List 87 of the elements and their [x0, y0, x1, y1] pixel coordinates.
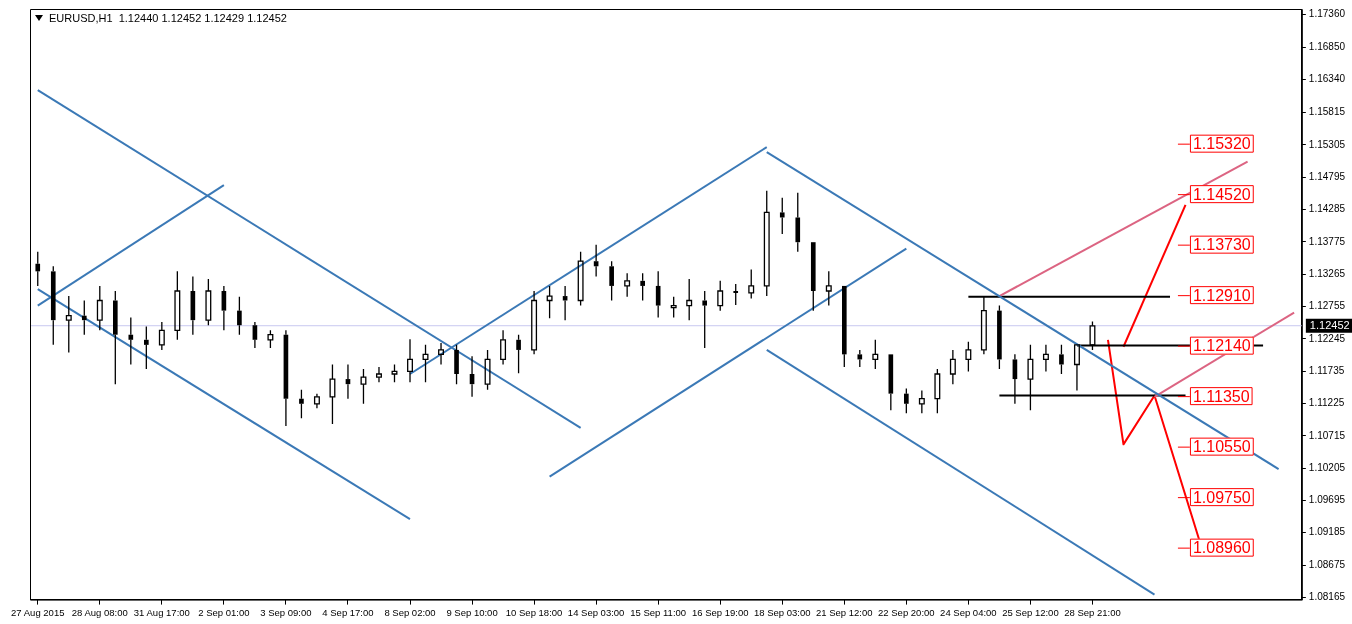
candlestick [965, 341, 972, 373]
y-tick-label: 1.13775 [1308, 235, 1346, 247]
candlestick [531, 290, 538, 356]
annotation: 1.13730 [1192, 236, 1251, 254]
candlestick [702, 290, 708, 349]
ref-line-label: 1.12452 [1309, 318, 1350, 331]
y-tick-label: 1.14795 [1308, 170, 1346, 182]
candlestick [624, 272, 631, 298]
x-tick-label: 4 Sep 17:00 [322, 606, 374, 618]
y-tick-label: 1.11225 [1308, 397, 1345, 409]
x-tick-label: 24 Sep 04:00 [940, 606, 997, 618]
candlestick [128, 316, 134, 366]
candlestick [50, 265, 56, 346]
x-tick-label: 3 Sep 09:00 [260, 606, 312, 618]
y-tick-label: 1.10715 [1308, 429, 1346, 441]
y-tick-label: 1.16340 [1308, 73, 1346, 85]
x-tick-label: 25 Sep 12:00 [1002, 606, 1059, 618]
y-tick-label: 1.08165 [1308, 591, 1346, 603]
candlestick [35, 251, 41, 287]
x-tick-label: 28 Aug 08:00 [71, 606, 128, 618]
x-tick-label: 22 Sep 20:00 [878, 606, 935, 618]
y-tick-label: 1.11735 [1308, 364, 1345, 376]
y-tick-label: 1.09695 [1308, 494, 1346, 506]
candlestick [237, 296, 242, 336]
chart-title: EURUSD,H1 1.12440 1.12452 1.12429 1.12452 [49, 12, 287, 24]
x-tick-label: 28 Sep 21:00 [1064, 606, 1121, 618]
y-tick-label: 1.15305 [1308, 138, 1346, 150]
candlestick [407, 338, 413, 383]
candlestick [763, 190, 770, 297]
candlestick [329, 363, 336, 425]
candlestick [1059, 344, 1064, 375]
x-tick-label: 10 Sep 18:00 [505, 606, 563, 618]
candlestick [81, 299, 87, 336]
y-tick-label: 1.09185 [1308, 526, 1346, 538]
candlestick [313, 393, 320, 409]
x-tick-label: 2 Sep 01:00 [198, 606, 250, 618]
annotation: 1.15320 [1192, 135, 1251, 153]
candlestick [438, 342, 444, 366]
candlestick [872, 339, 879, 370]
candlestick [360, 368, 367, 405]
y-tick-label: 1.14285 [1308, 203, 1346, 215]
candlestick [299, 389, 304, 420]
candlestick [934, 368, 941, 414]
candlestick [733, 283, 739, 306]
candlestick [748, 268, 755, 300]
y-tick-label: 1.10205 [1308, 461, 1346, 473]
annotation: 1.11350 [1192, 387, 1250, 405]
candlestick [112, 290, 118, 385]
y-tick-label: 1.16850 [1308, 40, 1346, 52]
x-tick-label: 16 Sep 19:00 [691, 606, 749, 618]
candlestick [96, 285, 103, 331]
annotation: 1.08960 [1192, 539, 1251, 557]
candlestick [516, 334, 521, 375]
candlestick [609, 260, 614, 302]
y-tick-label: 1.12755 [1308, 300, 1346, 312]
x-tick-label: 15 Sep 11:00 [630, 606, 687, 618]
candlestick [640, 272, 645, 302]
candlestick [174, 270, 181, 341]
y-tick-label: 1.12245 [1308, 332, 1346, 344]
x-tick-label: 31 Aug 17:00 [133, 606, 190, 618]
x-tick-label: 8 Sep 02:00 [384, 606, 436, 618]
candlestick [422, 344, 429, 383]
y-tick-label: 1.15815 [1308, 106, 1346, 118]
candlestick [144, 325, 149, 370]
candlestick [65, 295, 72, 354]
x-tick-label: 18 Sep 03:00 [753, 606, 811, 618]
y-tick-label: 1.17360 [1308, 8, 1346, 20]
candlestick [1042, 344, 1049, 373]
candlestick [376, 366, 382, 383]
candlestick [779, 197, 785, 235]
x-tick-label: 9 Sep 10:00 [446, 606, 498, 618]
annotation: 1.10550 [1192, 438, 1251, 456]
annotation: 1.12910 [1192, 286, 1251, 304]
annotation: 1.14520 [1192, 185, 1251, 203]
candlestick [825, 270, 832, 307]
candlestick [546, 285, 553, 319]
candlestick [949, 349, 956, 385]
annotation: 1.09750 [1192, 488, 1251, 506]
candlestick [686, 278, 693, 321]
x-tick-label: 14 Sep 03:00 [567, 606, 625, 618]
y-tick-label: 1.13265 [1308, 267, 1346, 279]
candlestick [795, 192, 801, 253]
y-tick-label: 1.08675 [1308, 558, 1346, 570]
x-tick-label: 21 Sep 12:00 [816, 606, 873, 618]
annotation: 1.12140 [1192, 337, 1251, 355]
x-tick-label: 27 Aug 2015 [11, 606, 65, 618]
candlestick [500, 329, 507, 366]
